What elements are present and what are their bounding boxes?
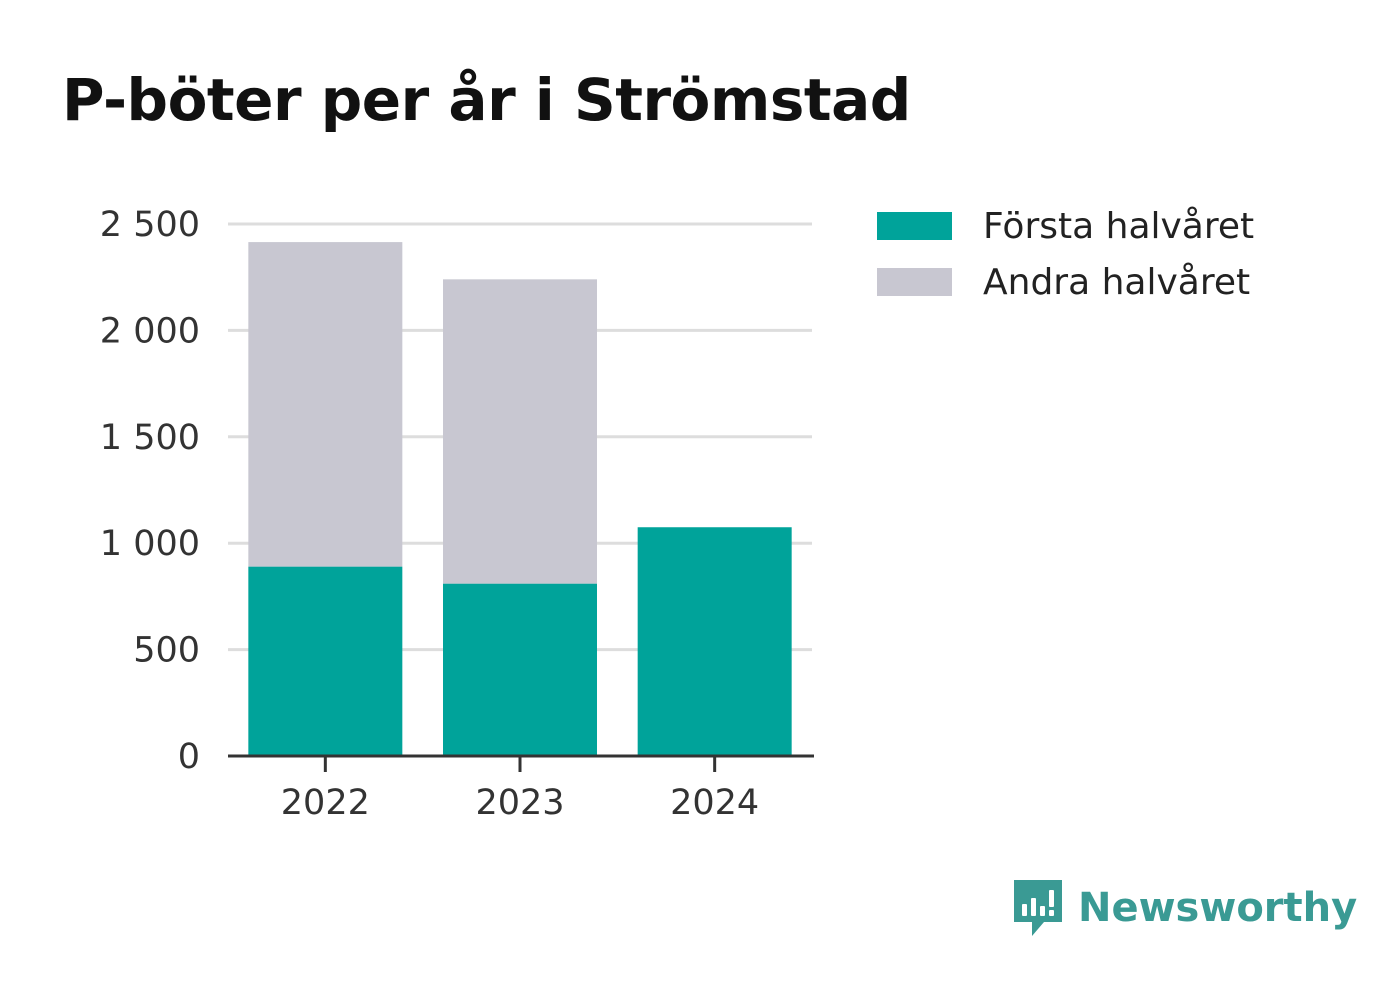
legend-item-second-half: Andra halvåret: [877, 254, 1254, 310]
y-tick-label: 2 000: [100, 311, 200, 351]
legend-label-second-half: Andra halvåret: [983, 261, 1251, 303]
legend-label-first-half: Första halvåret: [983, 205, 1255, 247]
bars: [248, 242, 792, 756]
bar-first-half-2024: [637, 527, 792, 756]
bar-second-half-2023: [443, 279, 597, 584]
y-tick-label: 1 500: [100, 418, 200, 458]
x-tick-label: 2023: [475, 783, 564, 823]
y-tick-label: 500: [133, 631, 200, 671]
bar-first-half-2022: [248, 566, 403, 756]
legend-item-first-half: Första halvåret: [877, 198, 1254, 254]
brand: Newsworthy: [1012, 878, 1357, 938]
chart-title: P-böter per år i Strömstad: [62, 66, 911, 134]
bar-second-half-2022: [248, 242, 403, 567]
y-tick-label: 1 000: [100, 524, 200, 564]
x-tick-label: 2022: [281, 783, 370, 823]
legend-swatch-first-half: [877, 212, 952, 240]
legend-swatch-second-half: [877, 268, 952, 296]
newsworthy-logo-icon: [1014, 880, 1062, 936]
x-axis: 2022 2023 2024: [228, 754, 814, 823]
y-tick-label: 2 500: [100, 205, 200, 245]
legend: Första halvåret Andra halvåret: [877, 198, 1254, 310]
brand-name: Newsworthy: [1078, 885, 1358, 931]
y-axis: 0 500 1 000 1 500 2 000 2 500: [100, 205, 200, 777]
y-tick-label: 0: [178, 737, 200, 777]
bar-first-half-2023: [443, 583, 597, 756]
x-tick-label: 2024: [670, 783, 759, 823]
